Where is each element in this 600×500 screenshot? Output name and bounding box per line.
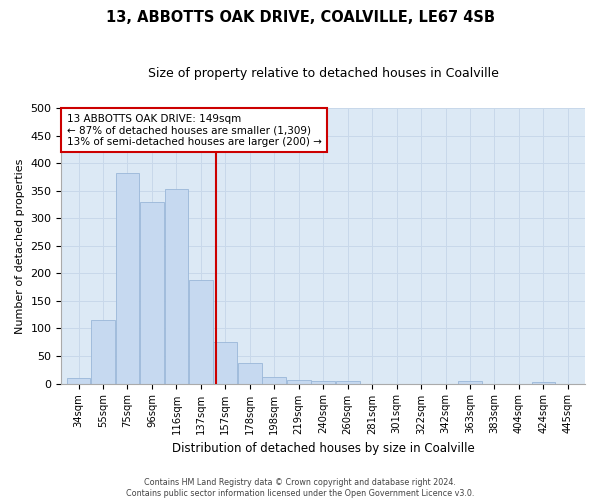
X-axis label: Distribution of detached houses by size in Coalville: Distribution of detached houses by size … bbox=[172, 442, 475, 455]
Bar bbox=[287, 380, 311, 384]
Text: 13, ABBOTTS OAK DRIVE, COALVILLE, LE67 4SB: 13, ABBOTTS OAK DRIVE, COALVILLE, LE67 4… bbox=[106, 10, 494, 25]
Bar bbox=[532, 382, 555, 384]
Title: Size of property relative to detached houses in Coalville: Size of property relative to detached ho… bbox=[148, 68, 499, 80]
Bar bbox=[214, 342, 237, 384]
Bar bbox=[458, 381, 482, 384]
Bar bbox=[91, 320, 115, 384]
Text: 13 ABBOTTS OAK DRIVE: 149sqm
← 87% of detached houses are smaller (1,309)
13% of: 13 ABBOTTS OAK DRIVE: 149sqm ← 87% of de… bbox=[67, 114, 322, 147]
Bar bbox=[67, 378, 91, 384]
Text: Contains HM Land Registry data © Crown copyright and database right 2024.
Contai: Contains HM Land Registry data © Crown c… bbox=[126, 478, 474, 498]
Bar bbox=[164, 189, 188, 384]
Y-axis label: Number of detached properties: Number of detached properties bbox=[15, 158, 25, 334]
Bar bbox=[311, 382, 335, 384]
Bar bbox=[116, 172, 139, 384]
Bar bbox=[189, 280, 213, 384]
Bar bbox=[140, 202, 164, 384]
Bar bbox=[262, 377, 286, 384]
Bar bbox=[336, 382, 359, 384]
Bar bbox=[238, 363, 262, 384]
